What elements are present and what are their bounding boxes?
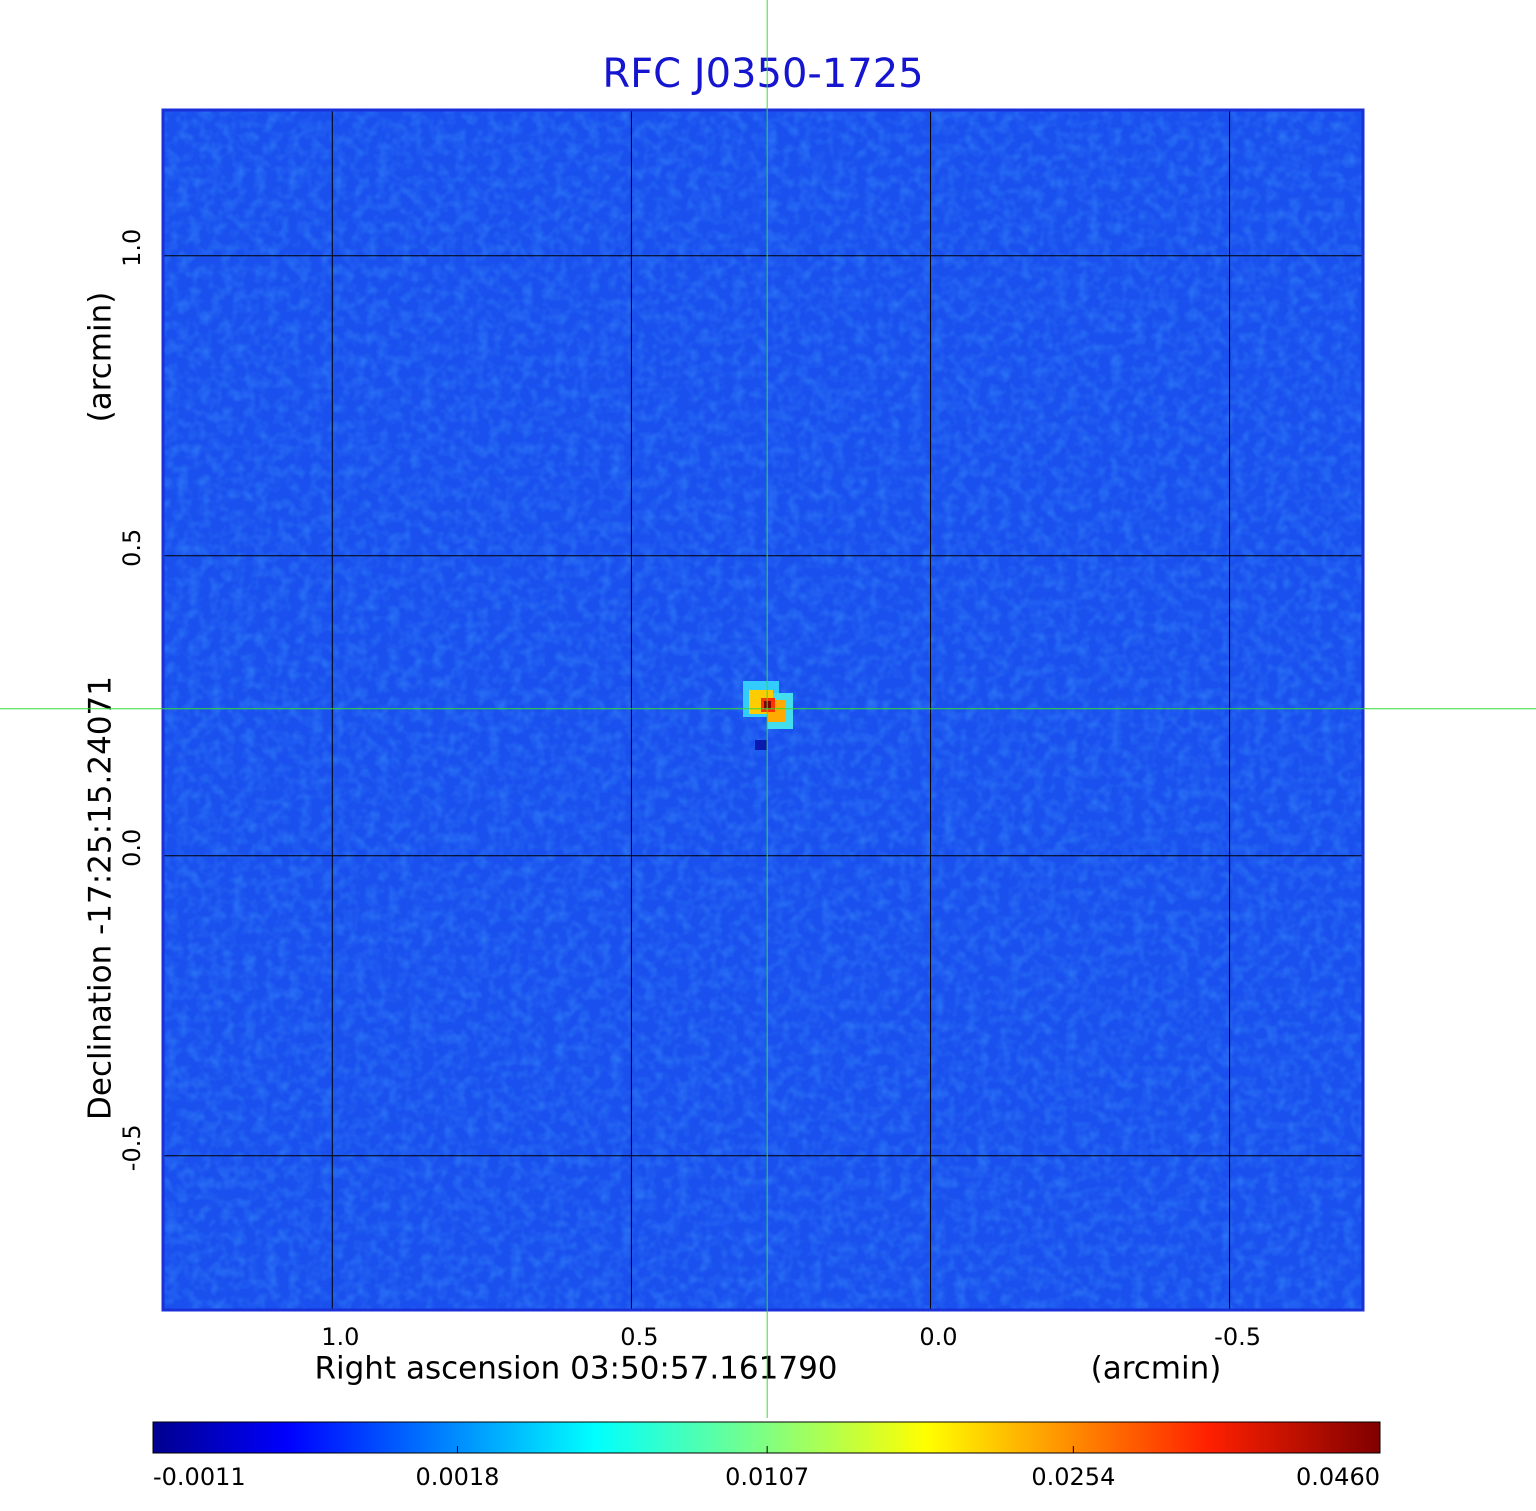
plot-border [161, 108, 1365, 1312]
y-tick-label: 0.0 [118, 829, 146, 867]
y-axis-label: Declination -17:25:15.24071 [83, 676, 119, 1120]
colorbar-tick-label: 0.0254 [1031, 1463, 1115, 1491]
colorbar-tick-label: 0.0107 [725, 1463, 809, 1491]
colorbar-tick-label: -0.0011 [153, 1463, 246, 1491]
x-tick-label: -0.5 [1214, 1323, 1261, 1351]
image-area [163, 110, 1363, 1310]
y-tick-label: -0.5 [118, 1124, 146, 1171]
y-axis-unit: (arcmin) [83, 292, 119, 423]
x-tick-label: 1.0 [321, 1323, 359, 1351]
x-axis-label: Right ascension 03:50:57.161790 [314, 1351, 837, 1387]
colorbar-tick-label: 0.0018 [415, 1463, 499, 1491]
x-axis-unit: (arcmin) [1091, 1351, 1222, 1387]
x-tick-label: 0.5 [620, 1323, 658, 1351]
colorbar-tick-label: 0.0460 [1296, 1463, 1380, 1491]
x-tick-label: 0.0 [919, 1323, 957, 1351]
y-tick-label: 0.5 [118, 529, 146, 567]
source [743, 681, 793, 750]
colorbar [152, 1421, 1381, 1454]
chart-title: RFC J0350-1725 [602, 51, 923, 97]
y-tick-label: 1.0 [118, 229, 146, 267]
